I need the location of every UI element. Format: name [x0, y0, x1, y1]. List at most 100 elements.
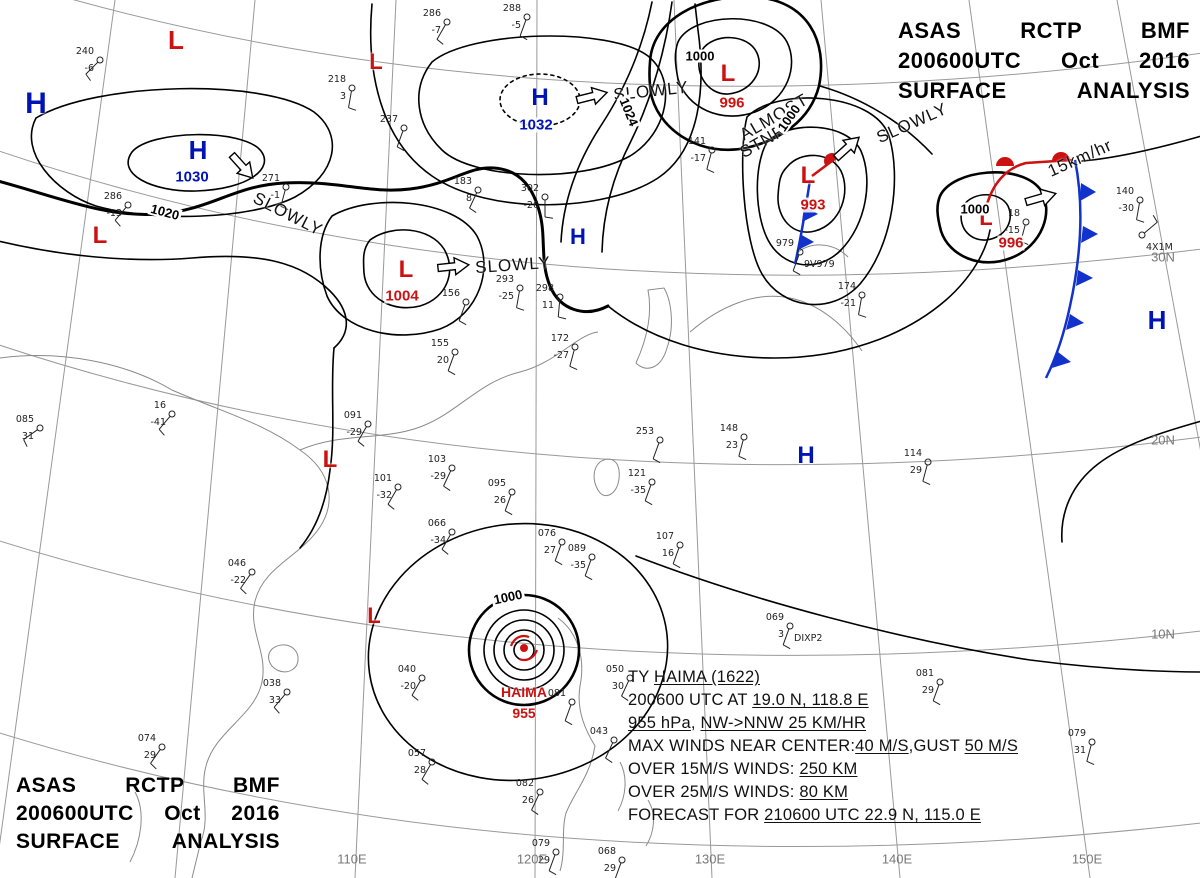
station-plot: 081 29 — [916, 668, 944, 706]
station-plot: 121 -35 — [628, 468, 656, 506]
station-value: 33 — [269, 695, 281, 706]
typhoon-info-text: 50 M/S — [964, 737, 1019, 755]
typhoon-info-box: TY HAIMA (1622) 200600 UTC AT 19.0 N, 118… — [628, 666, 1058, 827]
station-plot: 085 31 — [16, 414, 44, 447]
station-value: 148 — [720, 423, 738, 434]
station-value: -7 — [432, 25, 441, 36]
lon-label: 150E — [1071, 851, 1103, 867]
station-plot: 082 26 — [516, 778, 544, 816]
station-value: 29 — [604, 863, 616, 874]
station-plot: 040 -20 — [398, 664, 426, 701]
station-value: 172 — [551, 333, 569, 344]
station-value: 121 — [628, 468, 646, 479]
cold-front-line — [1044, 159, 1082, 379]
station-value: 095 — [488, 478, 506, 489]
station-plot: 091 -29 — [344, 410, 372, 447]
typhoon-info-line: 955 hPa, NW->NNW 25 KM/HR — [628, 712, 1058, 735]
warm-front-line — [984, 158, 1073, 209]
lon-label: 140E — [881, 851, 913, 867]
movement-arrow — [436, 255, 471, 278]
chart-title-top: ASAS RCTP BMF 200600UTC Oct 2016 SURFACE… — [898, 16, 1190, 106]
chart-title-bottom: ASAS RCTP BMF 200600UTC Oct 2016 SURFACE… — [16, 772, 280, 856]
typhoon-info-line: OVER 25M/S WINDS: 80 KM — [628, 781, 1058, 804]
lon-label: 110E — [337, 851, 367, 867]
front-layer — [793, 152, 1098, 379]
typhoon-info-line: OVER 15M/S WINDS: 250 KM — [628, 758, 1058, 781]
typhoon-symbol — [509, 634, 539, 662]
typhoon-info-text: 200600 UTC AT — [628, 691, 753, 709]
typhoon-info-text: , — [690, 714, 701, 732]
station-value: 081 — [548, 688, 566, 699]
pressure-value: 1004 — [384, 287, 420, 305]
station-value: 174 — [838, 281, 856, 292]
station-value: 091 — [344, 410, 362, 421]
station-value: 29 — [144, 750, 156, 761]
station-plot: 050 30 — [606, 664, 634, 702]
isobar-layer — [0, 0, 1200, 782]
station-value: 979 — [776, 238, 794, 249]
station-plot: 081 — [548, 688, 576, 726]
station-value: 26 — [522, 795, 534, 806]
pressure-center-l: L — [168, 25, 184, 55]
station-plot: 288 -5 — [503, 3, 531, 41]
pressure-center-h: H — [1147, 305, 1167, 335]
typhoon-info-text: FORECAST FOR — [628, 806, 765, 824]
isobar-label: 1000 — [958, 201, 992, 217]
typhoon-info-text: ,GUST — [908, 737, 965, 755]
station-value: -22 — [230, 575, 246, 586]
station-callsign: DIXP2 — [794, 633, 822, 644]
station-value: -41 — [150, 417, 166, 428]
station-value: 046 — [228, 558, 246, 569]
station-value: 29 — [538, 855, 550, 866]
station-plot: 298 11 — [536, 283, 567, 320]
station-value: -25 — [498, 291, 514, 302]
station-plot: 107 16 — [656, 531, 684, 569]
station-plot: 066 -34 — [428, 518, 456, 555]
station-value: -30 — [1118, 203, 1134, 214]
movement-arrow — [224, 148, 260, 185]
station-value: 286 — [104, 191, 122, 202]
typhoon-info-line: FORECAST FOR 210600 UTC 22.9 N, 115.0 E — [628, 804, 1058, 827]
station-plot: 172 -27 — [551, 333, 579, 371]
pressure-center-l: L — [800, 162, 816, 189]
pressure-center-l: L — [92, 222, 108, 249]
station-plot: 253 — [636, 426, 664, 464]
station-value: 31 — [1074, 745, 1086, 756]
station-plot: 271 -1 — [262, 173, 290, 211]
station-callsign: 9V979 — [804, 259, 835, 270]
station-value: 103 — [428, 454, 446, 465]
station-value: -27 — [553, 350, 569, 361]
station-value: 140 — [1116, 186, 1134, 197]
station-value: 089 — [568, 543, 586, 554]
station-plot: 079 29 — [532, 838, 560, 876]
station-value: 293 — [496, 274, 514, 285]
station-plot: 103 -29 — [428, 454, 456, 492]
station-value: 114 — [904, 448, 922, 459]
chart-title-line: SURFACE ANALYSIS — [898, 78, 1190, 103]
station-plot: 114 29 — [904, 448, 932, 486]
station-value: 298 — [536, 283, 554, 294]
pressure-value: 996 — [997, 234, 1025, 252]
station-plot: 101 -32 — [374, 473, 402, 510]
station-value: 156 — [442, 288, 460, 299]
pressure-center-h: H — [797, 442, 815, 469]
station-value: -6 — [85, 63, 94, 74]
station-value: 253 — [636, 426, 654, 437]
station-value: 081 — [916, 668, 934, 679]
station-value: 040 — [398, 664, 416, 675]
station-value: 11 — [542, 300, 554, 311]
chart-title-line: SURFACE ANALYSIS — [16, 830, 280, 853]
station-value: 31 — [22, 431, 34, 442]
station-value: 237 — [380, 114, 398, 125]
station-plot: 286 -7 — [423, 8, 451, 45]
station-value: 107 — [656, 531, 674, 542]
pressure-value: 1030 — [174, 168, 210, 186]
pressure-center-h: H — [531, 84, 549, 111]
pressure-center-h: H — [570, 224, 586, 249]
station-value: 27 — [544, 545, 556, 556]
pressure-center-l: L — [322, 446, 338, 473]
warm-front-semicircles — [996, 152, 1070, 166]
station-value: 29 — [922, 685, 934, 696]
